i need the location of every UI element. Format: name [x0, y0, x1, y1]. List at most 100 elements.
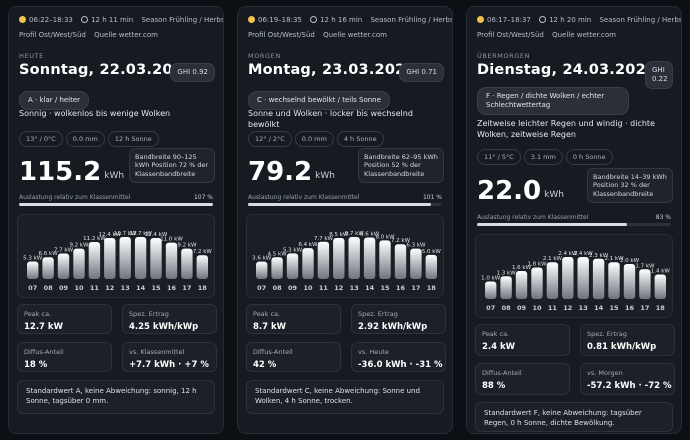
chart-value-label: 7.7 kW [54, 248, 74, 254]
season: Season Frühling / Herbst [141, 16, 224, 24]
chart-bar [394, 244, 407, 279]
meta-row-1: 06:17–18:37 12 h 20 min Season Frühling … [477, 16, 681, 24]
sun-icon [19, 16, 26, 23]
chart-hour-label: 18 [656, 304, 666, 312]
ghi-badge: GHI 0.22 [645, 61, 673, 89]
chart-bar [363, 237, 376, 279]
chart-value-label: 6.6 kW [39, 251, 59, 257]
chart-hour-label: 15 [151, 284, 161, 292]
chart-hour-label: 17 [640, 304, 649, 312]
chart-bar [57, 253, 70, 279]
energy-total: 79.2 kWh [248, 157, 335, 187]
chart-value-label: 7.7 kW [314, 236, 334, 242]
day-label: ÜBERMORGEN [477, 52, 531, 60]
profile: Profil Ost/West/Süd [19, 31, 86, 39]
day-length: 12 h 16 min [310, 16, 362, 24]
chart-value-label: 8.6 kW [360, 232, 380, 238]
chart-value-label: 4.5 kW [268, 251, 288, 257]
chart-hour-label: 09 [59, 284, 69, 292]
chart-hour-label: 17 [411, 284, 420, 292]
chart-bar [256, 261, 268, 279]
sun-icon [248, 16, 255, 23]
chart-bar [348, 237, 360, 279]
temperature-pill: 12° / 2°C [248, 131, 292, 147]
precipitation-pill: 0.0 mm [294, 131, 334, 147]
weather-pills: 11° / 5°C 3.1 mm 0 h Sonne [477, 144, 671, 165]
chart-bar [577, 257, 589, 299]
meta-row-2: Profil Ost/West/Süd Quelle wetter.com [248, 31, 442, 39]
chart-bar [317, 241, 330, 279]
chart-bar [562, 257, 574, 299]
chart-hour-label: 18 [427, 284, 437, 292]
chart-hour-label: 12 [563, 304, 572, 312]
weather-description: Sonne und Wolken · locker bis wechselnd … [248, 109, 413, 129]
forecast-card-day-after: 06:17–18:37 12 h 20 min Season Frühling … [466, 6, 682, 434]
chart-hour-label: 11 [319, 284, 329, 292]
chart-value-label: 1.6 kW [512, 265, 532, 271]
chart-hour-label: 14 [365, 284, 375, 292]
default-note: Standardwert F, keine Abweichung: tagsüb… [475, 402, 673, 432]
chart-value-label: 11.0 kW [160, 237, 183, 243]
chart-bar [165, 242, 178, 279]
weather-pills: 12° / 2°C 0.0 mm 4 h Sonne [248, 126, 442, 147]
stat-peak: Peak ca. 2.4 kW [475, 324, 570, 356]
chart-hour-label: 08 [502, 304, 512, 312]
hourly-chart: 3.6 kW 07 4.5 kW 08 5.3 kW 09 6.4 kW 10 7.7 kW 11… [246, 214, 444, 298]
utilization-row: Auslastung relativ zum Klassenmittel 107 … [19, 194, 213, 201]
chart-hour-label: 09 [288, 284, 298, 292]
sunshine-pill: 4 h Sonne [336, 131, 384, 147]
chart-bar [531, 267, 543, 299]
chart-value-label: 2.1 kW [604, 256, 624, 262]
forecast-card-today: 06:22–18:33 12 h 11 min Season Frühling … [8, 6, 224, 434]
chart-hour-label: 10 [532, 304, 542, 312]
chart-hour-label: 13 [579, 304, 588, 312]
chart-bar [546, 262, 559, 299]
stat-comparison: vs. Morgen -57.2 kWh · -72 % [580, 363, 675, 395]
chart-bar [379, 240, 391, 279]
chart-bar [27, 261, 39, 279]
chart-bar [42, 257, 54, 279]
chart-value-label: 1.0 kW [481, 276, 501, 282]
day-label: HEUTE [19, 52, 44, 60]
clock-icon [81, 16, 89, 23]
chart-bar [333, 238, 345, 279]
chart-bar [134, 237, 147, 279]
utilization-percent: 83 % [655, 214, 671, 221]
chart-value-label: 9.2 kW [69, 243, 89, 249]
utilization-label: Auslastung relativ zum Klassenmittel [248, 194, 360, 201]
day-label: MORGEN [248, 52, 281, 60]
chart-bar [286, 253, 299, 279]
chart-hour-label: 11 [548, 304, 558, 312]
class-row: F · Regen / dichte Wolken / echter Schle… [477, 87, 671, 116]
chart-bar [181, 248, 193, 279]
meta-row-2: Profil Ost/West/Süd Quelle wetter.com [19, 31, 213, 39]
stat-comparison: vs. Klassenmittel +7.7 kWh · +7 % [122, 342, 217, 372]
stat-peak: Peak ca. 8.7 kW [246, 304, 341, 334]
chart-value-label: 1.4 kW [651, 269, 671, 275]
chart-hour-label: 12 [105, 284, 114, 292]
class-row: A · klar / heiter [19, 87, 213, 111]
weather-class-chip: C · wechselnd bewölkt / teils Sonne [248, 91, 390, 111]
chart-hour-label: 14 [594, 304, 604, 312]
chart-value-label: 1.3 kW [497, 270, 517, 276]
day-length: 12 h 20 min [539, 16, 591, 24]
chart-value-label: 12.7 kW [129, 231, 152, 237]
chart-hour-label: 07 [257, 284, 266, 292]
date-title: Dienstag, 24.03.2026 [477, 62, 657, 78]
default-note: Standardwert C, keine Abweichung: Sonne … [246, 380, 444, 414]
source: Quelle wetter.com [552, 31, 616, 39]
energy-total: 22.0 kWh [477, 176, 564, 206]
sunshine-pill: 12 h Sonne [107, 131, 159, 147]
forecast-card-tomorrow: 06:19–18:35 12 h 16 min Season Frühling … [237, 6, 453, 434]
weather-description: Zeitweise leichter Regen und windig · di… [477, 119, 655, 139]
stat-peak: Peak ca. 12.7 kW [17, 304, 112, 334]
chart-value-label: 2.1 kW [543, 256, 563, 262]
chart-value-label: 12.4 kW [145, 232, 168, 238]
chart-hour-label: 16 [625, 304, 635, 312]
chart-bar [150, 238, 162, 279]
weather-pills: 13° / 0°C 0.0 mm 12 h Sonne [19, 126, 213, 147]
chart-bar [639, 269, 651, 300]
hourly-chart: 1.0 kW 07 1.3 kW 08 1.6 kW 09 1.8 kW 10 2.1 kW 11… [475, 234, 673, 318]
source: Quelle wetter.com [94, 31, 158, 39]
stat-diffuse-share: Diffus-Anteil 88 % [475, 363, 570, 395]
